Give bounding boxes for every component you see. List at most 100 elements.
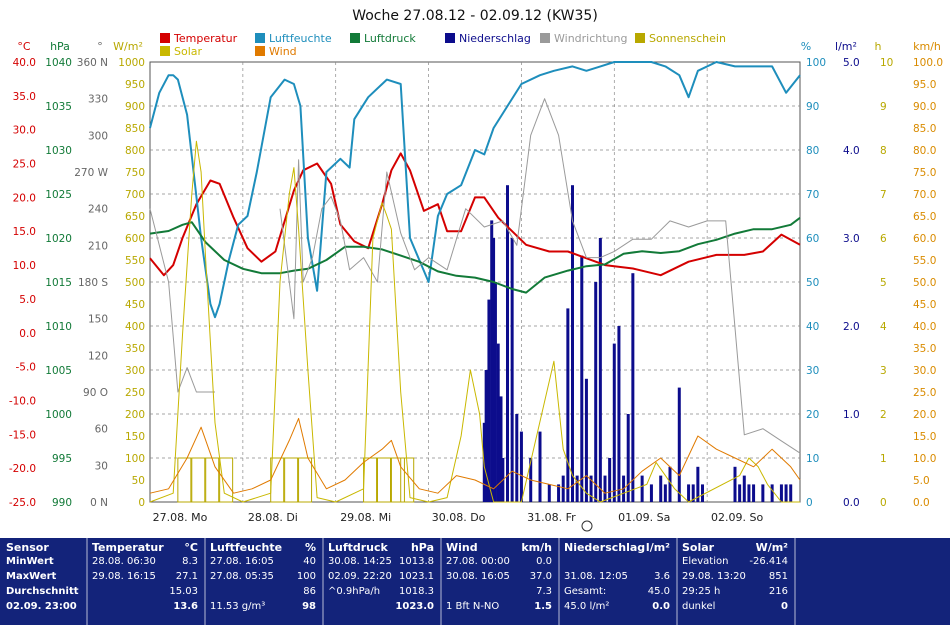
humidity-tick-label: 40 xyxy=(806,321,819,333)
rain-bar xyxy=(761,484,765,502)
rain-bar xyxy=(733,466,737,502)
rain-axis-unit: l/m² xyxy=(835,40,857,53)
solar-tick-label: 650 xyxy=(125,211,145,223)
wind-avg-value: 7.3 xyxy=(536,586,552,597)
x-axis-labels: 27.08. Mo 28.08. Di 29.08. Mi 30.08. Do 31.0… xyxy=(153,511,764,524)
rain-bar xyxy=(770,484,774,502)
pressure-tick-label: 1025 xyxy=(45,189,72,201)
stats-current-time: 02.09. 23:00 xyxy=(6,601,77,612)
rain-bar xyxy=(659,475,663,502)
rain-bar xyxy=(608,458,612,502)
sunshine-bar xyxy=(298,457,313,503)
stats-avg-label: Durchschnitt xyxy=(6,586,79,597)
wind-tick-label: 75.0 xyxy=(913,167,936,179)
temp-avg-value: 15.03 xyxy=(169,586,198,597)
divider xyxy=(676,538,678,625)
day-label: 29.08. Mi xyxy=(340,511,391,524)
wind-tick-label: 90.0 xyxy=(913,101,936,113)
solar-tick-label: 350 xyxy=(125,343,145,355)
wind-tick-label: 20.0 xyxy=(913,409,936,421)
rain-bar xyxy=(584,378,588,502)
temp-tick-label: 30.0 xyxy=(13,125,36,137)
day-label: 27.08. Mo xyxy=(153,511,208,524)
humidity-tick-label: 100 xyxy=(806,57,826,69)
solar-elevation-label: Elevation xyxy=(682,556,729,567)
sunshine-tick-label: 8 xyxy=(880,145,887,157)
rain-bar xyxy=(747,484,751,502)
rain-tick-label: 4.0 xyxy=(843,145,860,157)
series-line-solar xyxy=(149,140,800,503)
solar-tick-label: 400 xyxy=(125,321,145,333)
wind-min-value: 0.0 xyxy=(536,556,552,567)
stats-max-label: MaxWert xyxy=(6,571,57,582)
sunshine-tick-label: 7 xyxy=(880,189,887,201)
temp-tick-label: -15.0 xyxy=(9,429,36,441)
solar-tick-label: 850 xyxy=(125,123,145,135)
wind-tick-label: 95.0 xyxy=(913,79,936,91)
press-min-time: 30.08. 14:25 xyxy=(328,556,392,567)
temp-tick-label: 25.0 xyxy=(13,159,36,171)
sunshine-tick-label: 0 xyxy=(880,497,887,509)
rain-bar xyxy=(640,475,644,502)
rain-bar xyxy=(580,255,584,502)
day-label: 02.09. So xyxy=(711,511,763,524)
wind-tick-label: 100.0 xyxy=(913,57,943,69)
press-max-time: 02.09. 22:20 xyxy=(328,571,392,582)
wind-tick-label: 85.0 xyxy=(913,123,936,135)
solar-tick-label: 750 xyxy=(125,167,145,179)
solar-tick-label: 150 xyxy=(125,431,145,443)
temp-min-value: 8.3 xyxy=(182,556,198,567)
direction-tick-label: 240 xyxy=(88,204,108,216)
series-line-wind xyxy=(149,417,801,494)
wind-max-value: 37.0 xyxy=(529,571,552,582)
legend-label: Wind xyxy=(269,45,297,58)
divider xyxy=(440,538,442,625)
rain-bar xyxy=(687,484,691,502)
direction-tick-label: 0 N xyxy=(90,497,108,509)
legend-label: Windrichtung xyxy=(554,32,627,45)
solar-elevation-value: -26.414 xyxy=(749,556,788,567)
press-current-value: 1023.0 xyxy=(395,601,434,612)
solar-axis-unit: W/m² xyxy=(113,40,143,53)
sunshine-tick-label: 5 xyxy=(880,277,887,289)
now-marker-icon xyxy=(581,520,593,532)
series-line-luftdruck xyxy=(149,217,801,294)
sunshine-bar xyxy=(390,457,405,503)
series-line-windrichtung xyxy=(149,98,801,454)
legend-swatch xyxy=(540,33,550,43)
divider xyxy=(86,538,88,625)
wind-tick-label: 10.0 xyxy=(913,453,936,465)
rain-bar xyxy=(742,475,746,502)
day-label: 30.08. Do xyxy=(432,511,486,524)
wind-beaufort: 1 Bft N-NO xyxy=(446,601,500,612)
solar-tick-label: 500 xyxy=(125,277,145,289)
humidity-tick-label: 60 xyxy=(806,233,819,245)
rain-bar xyxy=(561,475,565,502)
rain-bar xyxy=(493,282,497,502)
wind-tick-label: 45.0 xyxy=(913,299,936,311)
solar-tick-label: 50 xyxy=(132,475,145,487)
rain-bar xyxy=(631,273,635,502)
humidity-tick-label: 70 xyxy=(806,189,819,201)
direction-tick-label: 330 xyxy=(88,94,108,106)
solar-title: Solar xyxy=(682,541,715,554)
rain-bar xyxy=(598,238,602,502)
wind-tick-label: 60.0 xyxy=(913,233,936,245)
rain-bar xyxy=(649,484,653,502)
sunshine-tick-label: 4 xyxy=(880,321,887,333)
legend: Temperatur Luftfeuchte Luftdruck Niederschl… xyxy=(160,32,726,58)
humidity-tick-label: 0 xyxy=(806,497,813,509)
hum-title: Luftfeuchte xyxy=(210,541,283,554)
rain-bar xyxy=(571,185,574,502)
axes: 40.035.030.025.020.015.010.05.00.0-5.0-1… xyxy=(9,40,943,509)
rain-bar xyxy=(557,484,561,502)
humidity-tick-label: 30 xyxy=(806,365,819,377)
rain-tick-label: 2.0 xyxy=(843,321,860,333)
temp-min-time: 28.08. 06:30 xyxy=(92,556,156,567)
hum-max-time: 27.08. 05:35 xyxy=(210,571,274,582)
direction-tick-label: 120 xyxy=(88,350,108,362)
pressure-tick-label: 990 xyxy=(52,497,72,509)
temp-tick-label: -10.0 xyxy=(9,395,36,407)
rain-bar xyxy=(566,308,570,502)
pressure-tick-label: 1000 xyxy=(45,409,72,421)
